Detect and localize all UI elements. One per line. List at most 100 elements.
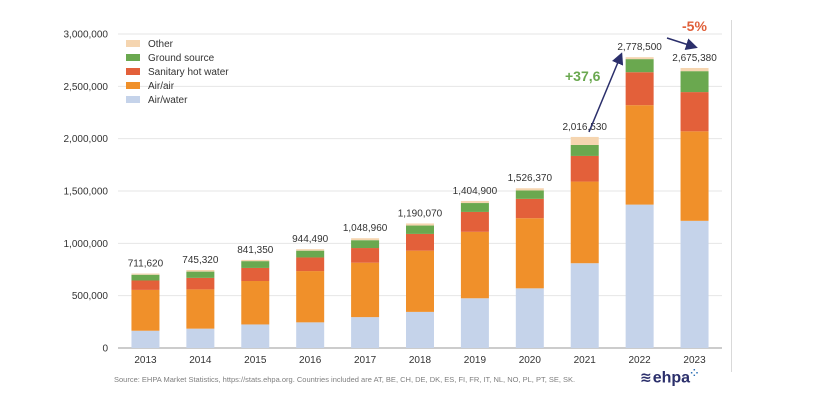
x-tick-label: 2015 (244, 355, 267, 366)
total-label: 2,675,380 (672, 53, 717, 64)
bar-segment (186, 328, 215, 348)
legend-swatch (126, 40, 140, 47)
y-tick-label: 500,000 (72, 291, 109, 302)
bar-segment (351, 317, 380, 348)
bar-segment (460, 298, 489, 348)
bar-segment (131, 274, 160, 281)
bar-segment (625, 204, 654, 348)
bars (131, 57, 709, 348)
total-labels: 711,620 745,320 841,350 944,490 1,048,960 1,1… (128, 42, 717, 269)
bar-segment (460, 211, 489, 232)
bar-segment (515, 190, 544, 199)
annotations: +37,6 -5% (565, 18, 707, 133)
y-tick-label: 1,500,000 (64, 187, 109, 198)
bar-segment (296, 257, 325, 272)
growth-annotation: +37,6 (565, 68, 601, 84)
bar-segment (351, 240, 380, 249)
bar-segment (241, 267, 270, 282)
bar-segment (570, 181, 599, 264)
bar-segment (351, 262, 380, 318)
bar-segment (680, 67, 709, 72)
source-note: Source: EHPA Market Statistics, https://… (114, 375, 576, 384)
y-tick-label: 3,000,000 (64, 30, 109, 41)
x-tick-label: 2021 (574, 355, 597, 366)
dots-icon: ⁘ (690, 368, 699, 379)
bar-segment (680, 220, 709, 348)
bar-segment (406, 233, 434, 251)
bar-segment (131, 289, 160, 331)
bar-segment (515, 188, 544, 191)
y-tick-label: 2,000,000 (64, 134, 109, 145)
bar-segment (680, 92, 709, 132)
bar-segment (460, 203, 489, 212)
x-tick-label: 2013 (134, 355, 157, 366)
bar-segment (241, 324, 270, 348)
bar-segment (460, 231, 489, 299)
x-tick-label: 2020 (519, 355, 542, 366)
bar-segment (680, 71, 709, 93)
bar-segment (241, 259, 270, 262)
x-axis: 2013 2014 2015 2016 2017 2018 2019 2020 2021 2022… (134, 355, 706, 366)
bar-segment (351, 248, 380, 263)
growth-arrow (588, 52, 624, 133)
legend-swatch (126, 82, 140, 89)
bar-segment (186, 277, 215, 290)
total-label: 2,778,500 (617, 42, 662, 53)
x-tick-label: 2016 (299, 355, 322, 366)
legend: Other Ground source Sanitary hot water Air/… (126, 39, 229, 106)
total-label: 1,048,960 (343, 223, 388, 234)
y-tick-label: 0 (102, 344, 108, 355)
bar-segment (406, 250, 434, 312)
bar-segment (570, 263, 599, 348)
bar-segment (131, 273, 160, 275)
y-axis: 0 500,000 1,000,000 1,500,000 2,000,000 2,500… (64, 30, 109, 355)
bar-segment (296, 322, 325, 348)
total-label: 1,526,370 (508, 173, 553, 184)
total-label: 1,404,900 (453, 186, 498, 197)
bar-segment (460, 200, 489, 204)
bar-segment (186, 269, 215, 272)
x-tick-label: 2017 (354, 355, 377, 366)
x-tick-label: 2023 (683, 355, 706, 366)
total-label: 944,490 (292, 234, 329, 245)
legend-label: Ground source (148, 53, 215, 64)
bar-segment (680, 131, 709, 221)
bar-segment (186, 289, 215, 329)
total-label: 841,350 (237, 245, 274, 256)
legend-label: Sanitary hot water (148, 67, 229, 78)
legend-label: Air/water (148, 95, 188, 106)
wave-icon: ≋ (640, 369, 652, 386)
bar-segment (241, 281, 270, 325)
total-label: 2,016,530 (562, 122, 607, 133)
total-label: 711,620 (128, 259, 164, 270)
bar-segment (131, 280, 160, 290)
bar-segment (351, 238, 380, 241)
bar-segment (515, 288, 544, 348)
bar-segment (186, 271, 215, 278)
bar-segment (515, 198, 544, 219)
x-tick-label: 2019 (464, 355, 487, 366)
legend-label: Air/air (148, 81, 175, 92)
bar-segment (570, 136, 599, 145)
bar-segment (515, 218, 544, 289)
bar-segment (625, 59, 654, 73)
total-label: 745,320 (182, 255, 219, 266)
legend-swatch (126, 96, 140, 103)
x-tick-label: 2022 (629, 355, 652, 366)
bar-segment (296, 271, 325, 323)
bar-segment (296, 250, 325, 258)
y-tick-label: 2,500,000 (64, 82, 109, 93)
bar-segment (625, 105, 654, 205)
bar-segment (406, 311, 434, 348)
bar-segment (296, 249, 325, 251)
bar-segment (406, 225, 434, 234)
total-label: 1,190,070 (398, 208, 443, 219)
logo-text: ehpa (652, 369, 691, 387)
change-annotation: -5% (682, 18, 707, 34)
bar-segment (625, 72, 654, 106)
decline-arrow (666, 37, 698, 50)
bar-segment (625, 57, 654, 60)
x-tick-label: 2014 (189, 355, 212, 366)
